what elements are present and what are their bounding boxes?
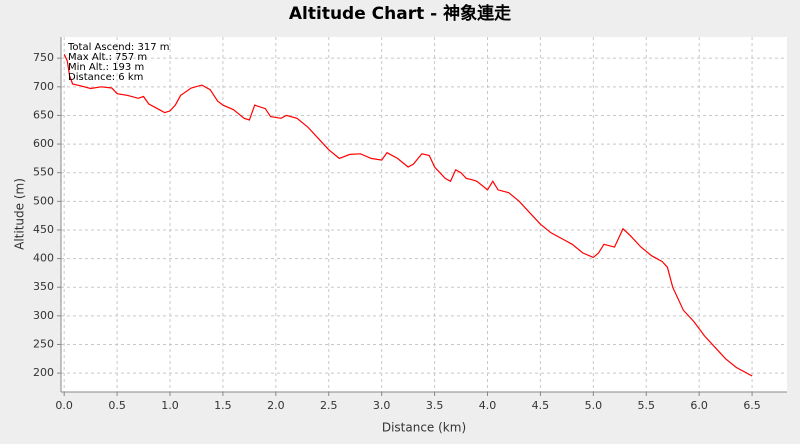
y-tick-label: 450 <box>33 223 54 236</box>
y-tick-label: 500 <box>33 194 54 207</box>
x-tick-label: 2.5 <box>320 399 338 412</box>
y-tick-label: 350 <box>33 280 54 293</box>
altitude-line <box>63 53 753 377</box>
x-axis-label: Distance (km) <box>382 421 466 435</box>
plot-area <box>61 37 787 392</box>
y-tick-label: 750 <box>33 51 54 64</box>
x-tick-label: 4.5 <box>532 399 550 412</box>
x-tick-label: 6.0 <box>690 399 708 412</box>
x-tick-label: 4.0 <box>479 399 497 412</box>
y-tick-label: 300 <box>33 309 54 322</box>
x-tick-label: 3.5 <box>426 399 444 412</box>
x-tick-label: 0.0 <box>55 399 73 412</box>
y-tick-label: 550 <box>33 166 54 179</box>
y-axis-label: Altitude (m) <box>13 178 27 250</box>
x-tick-label: 1.5 <box>214 399 232 412</box>
stats-annotation: Total Ascend: 317 m <box>67 42 169 53</box>
y-tick-label: 650 <box>33 108 54 121</box>
x-tick-label: 2.0 <box>267 399 285 412</box>
y-tick-label: 250 <box>33 337 54 350</box>
stats-annotation: Max Alt.: 757 m <box>68 52 147 63</box>
x-tick-label: 1.0 <box>161 399 179 412</box>
x-tick-label: 0.5 <box>108 399 126 412</box>
x-tick-label: 6.5 <box>743 399 761 412</box>
stats-annotation: Distance: 6 km <box>68 72 143 83</box>
x-tick-label: 5.5 <box>637 399 655 412</box>
x-tick-label: 5.0 <box>585 399 603 412</box>
y-tick-label: 200 <box>33 366 54 379</box>
y-tick-label: 600 <box>33 137 54 150</box>
chart-title: Altitude Chart - 神象連走 <box>289 3 511 24</box>
y-tick-label: 400 <box>33 252 54 265</box>
x-tick-label: 3.0 <box>373 399 391 412</box>
y-tick-label: 700 <box>33 80 54 93</box>
stats-annotation: Min Alt.: 193 m <box>68 62 144 73</box>
